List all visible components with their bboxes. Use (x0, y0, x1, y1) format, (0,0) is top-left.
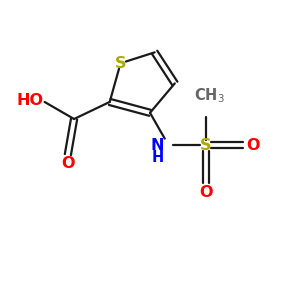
Text: O: O (61, 156, 75, 171)
Text: O: O (199, 185, 212, 200)
Text: CH$_3$: CH$_3$ (194, 86, 224, 105)
Text: O: O (246, 138, 260, 153)
Text: S: S (200, 138, 212, 153)
Text: HO: HO (16, 93, 43, 108)
Text: N: N (151, 138, 164, 153)
Text: H: H (152, 150, 164, 165)
Text: S: S (115, 56, 126, 71)
